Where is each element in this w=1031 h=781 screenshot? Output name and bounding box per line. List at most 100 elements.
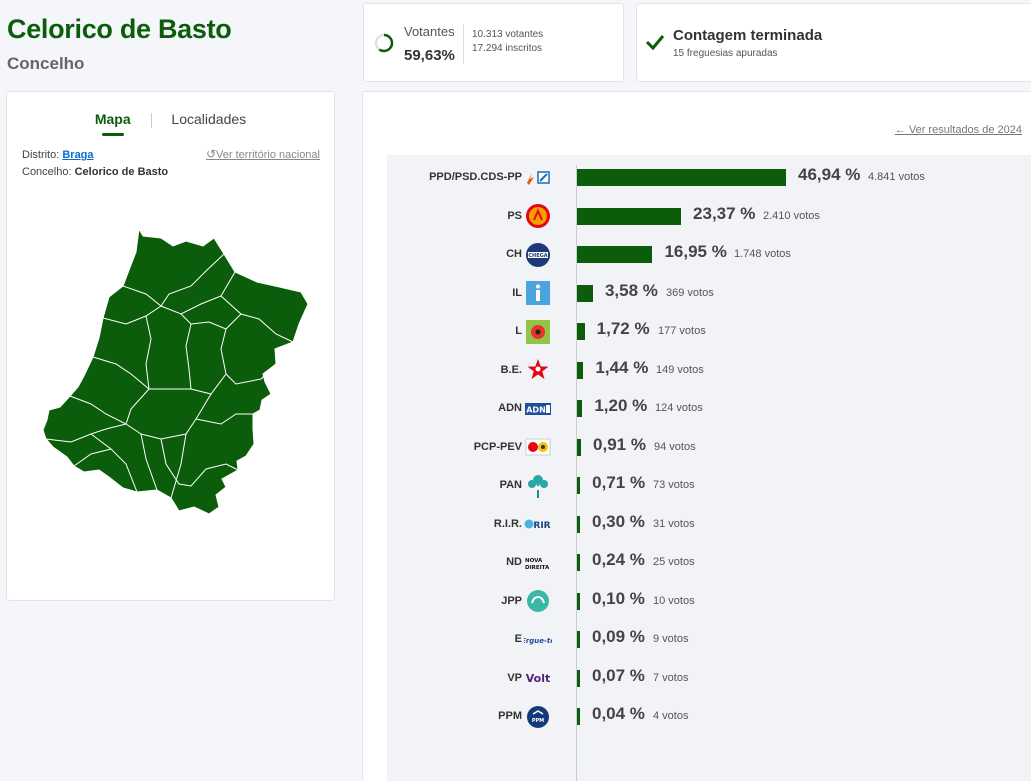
municipality-map[interactable] [31,224,311,524]
result-row: PAN 0,71 % 73 votos [387,471,1031,501]
result-percent: 1,20 % [594,396,648,415]
result-votes: 7 votos [653,671,689,684]
party-name: PS [507,209,522,222]
result-percent: 23,37 % [693,203,756,223]
party-name: IL [512,286,522,299]
party-name: B.E. [500,363,522,376]
turnout-card: Votantes 59,63% 10.313 votantes 17.294 i… [363,3,624,82]
result-percent: 0,04 % [592,704,645,723]
result-bar[interactable] [577,708,580,725]
jpp-logo [524,589,552,614]
pan-logo [524,473,552,498]
result-row: CH CHEGA 16,95 % 1.748 votos [387,240,1031,270]
result-percent: 0,09 % [592,627,645,646]
result-bar[interactable] [577,361,584,379]
result-votes: 94 votos [654,440,696,453]
ad-logo [524,165,552,190]
check-icon [645,35,665,51]
volt-logo: Volt [524,666,552,691]
previous-results-label: Ver resultados de 2024 [908,124,1022,136]
result-row: ND NOVA DIREITA 0,24 % 25 votos [387,548,1031,578]
party-name: CH [506,248,522,260]
svg-text:DIREITA: DIREITA [525,565,550,570]
party-name: ADN [498,402,522,414]
result-votes: 25 votos [653,556,695,568]
party-name: ND [506,556,522,568]
result-bar[interactable] [577,284,593,302]
result-bar[interactable] [577,515,580,533]
result-row: PS 23,37 % 2.410 votos [387,202,1031,232]
result-bar[interactable] [577,207,682,225]
party-name: L [515,325,522,337]
result-row: PPM PPM 0,04 % 4 votos [387,702,1031,732]
turnout-label: Votantes [404,24,455,39]
result-votes: 2.410 votos [763,209,820,222]
adn-logo: ADN [524,396,552,421]
result-votes: 177 votos [658,325,706,337]
result-row: VP Volt 0,07 % 7 votos [387,664,1031,694]
view-tabs: Mapa Localidades [7,111,334,136]
be-logo [524,358,552,383]
result-percent: 0,07 % [592,665,645,685]
result-percent: 0,10 % [592,588,645,608]
result-bar[interactable] [577,631,580,648]
result-row: PCP-PEV 0,91 % 94 votos [387,433,1031,463]
turnout-percent: 59,63% [404,47,455,64]
result-bar[interactable] [577,169,786,186]
count-status-subtitle: 15 freguesias apuradas [673,48,778,59]
district-line: Distrito: Braga [22,149,94,161]
svg-text:Volt: Volt [526,672,551,685]
arrow-left-icon: ← [894,124,906,136]
chart-axis [576,165,577,781]
party-name: PAN [499,479,522,491]
ps-logo [524,204,552,229]
result-bar[interactable] [577,246,653,263]
page-title: Celorico de Basto [7,14,232,44]
result-bar[interactable] [577,592,580,610]
result-bar[interactable] [577,323,585,340]
result-bar[interactable] [577,438,582,456]
result-row: JPP 0,10 % 10 votos [387,587,1031,617]
party-name: JPP [501,594,522,607]
result-votes: 149 votos [656,363,704,376]
results-card: ← Ver resultados de 2024 PPD/PSD.CDS-PP 4… [362,91,1031,781]
result-bar[interactable] [577,669,580,687]
result-row: R.I.R. RIR 0,30 % 31 votos [387,510,1031,540]
result-percent: 0,91 % [593,434,646,454]
tab-map[interactable]: Mapa [85,111,141,136]
livre-logo [524,319,552,344]
result-row: L 1,72 % 177 votos [387,317,1031,347]
national-territory-link[interactable]: ↺Ver território nacional [206,147,320,161]
result-percent: 0,71 % [592,473,646,492]
tab-divider [150,112,152,128]
result-bar[interactable] [577,477,581,494]
svg-text:PPM: PPM [532,718,544,724]
result-votes: 124 votos [655,402,703,414]
result-row: B.E. 1,44 % 149 votos [387,356,1031,386]
result-percent: 0,24 % [592,550,645,569]
nd-logo: NOVA DIREITA [524,550,552,575]
party-name: VP [507,671,522,684]
result-row: EErgue-te 0,09 % 9 votos [387,625,1031,655]
district-link[interactable]: Braga [62,149,94,161]
national-territory-label: Ver território nacional [216,149,320,161]
result-bar[interactable] [577,554,580,571]
party-name: PPD/PSD.CDS-PP [429,171,522,183]
reset-icon: ↺ [205,147,217,161]
result-percent: 1,72 % [596,319,650,338]
result-bar[interactable] [577,400,583,417]
party-name: E [514,633,522,645]
result-votes: 4.841 votos [868,171,925,183]
turnout-ring-icon [374,33,394,53]
tab-localities[interactable]: Localidades [171,111,247,127]
turnout-divider [463,24,464,64]
count-status-title: Contagem terminada [673,27,823,44]
result-votes: 73 votos [653,479,695,491]
rir-logo: RIR [524,512,552,537]
cdu-logo [524,435,552,460]
map-card: Mapa Localidades Distrito: Braga Concelh… [6,91,335,601]
result-votes: 9 votos [653,633,689,645]
previous-results-link[interactable]: ← Ver resultados de 2024 [895,124,1022,136]
